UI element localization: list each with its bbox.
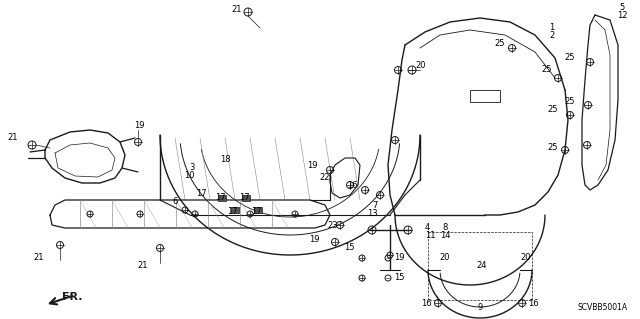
- Bar: [231, 207, 239, 213]
- Text: 25: 25: [564, 54, 575, 63]
- Text: 17: 17: [251, 207, 261, 217]
- Text: 16: 16: [348, 181, 358, 189]
- Text: 23: 23: [328, 220, 338, 229]
- Text: 20: 20: [520, 254, 531, 263]
- Bar: [242, 195, 250, 201]
- Text: 16: 16: [421, 300, 432, 308]
- Text: 7: 7: [372, 201, 378, 210]
- Text: 25: 25: [495, 40, 505, 48]
- Text: 25: 25: [547, 144, 558, 152]
- Text: 17: 17: [196, 189, 207, 197]
- Text: SCVBB5001A: SCVBB5001A: [578, 303, 628, 312]
- Text: 17: 17: [227, 207, 237, 217]
- Text: 20: 20: [415, 62, 426, 70]
- Text: 15: 15: [344, 243, 355, 253]
- Text: 25: 25: [564, 98, 575, 107]
- Text: 21: 21: [138, 261, 148, 270]
- Text: 17: 17: [239, 194, 250, 203]
- Text: 4: 4: [425, 224, 430, 233]
- Text: 10: 10: [184, 172, 195, 181]
- Text: 8: 8: [442, 224, 448, 233]
- Text: 25: 25: [547, 106, 558, 115]
- Text: 12: 12: [617, 11, 627, 20]
- Text: 13: 13: [367, 209, 378, 218]
- Text: 1: 1: [549, 24, 555, 33]
- Bar: [218, 195, 226, 201]
- Text: 21: 21: [33, 254, 44, 263]
- Text: 21: 21: [232, 4, 243, 13]
- Text: 20: 20: [440, 254, 450, 263]
- Text: 14: 14: [440, 232, 451, 241]
- Text: 2: 2: [549, 32, 555, 41]
- Text: FR.: FR.: [62, 292, 83, 302]
- Text: 19: 19: [310, 235, 320, 244]
- Text: 11: 11: [425, 232, 435, 241]
- Text: 19: 19: [394, 254, 405, 263]
- Text: 24: 24: [477, 261, 487, 270]
- FancyArrowPatch shape: [50, 296, 72, 304]
- Text: 17: 17: [214, 194, 225, 203]
- Text: 3: 3: [189, 164, 195, 173]
- Bar: [470, 90, 500, 102]
- Bar: [428, 232, 532, 300]
- Text: 5: 5: [620, 4, 625, 12]
- Text: 15: 15: [394, 273, 405, 283]
- Text: 9: 9: [477, 303, 483, 313]
- Text: 25: 25: [541, 65, 552, 75]
- Bar: [254, 207, 262, 213]
- Text: 19: 19: [134, 121, 145, 130]
- Text: 16: 16: [528, 300, 539, 308]
- Text: 6: 6: [172, 197, 178, 206]
- Text: 22: 22: [319, 174, 330, 182]
- Text: 18: 18: [220, 155, 230, 165]
- Text: 21: 21: [8, 133, 18, 143]
- Text: 19: 19: [307, 160, 318, 169]
